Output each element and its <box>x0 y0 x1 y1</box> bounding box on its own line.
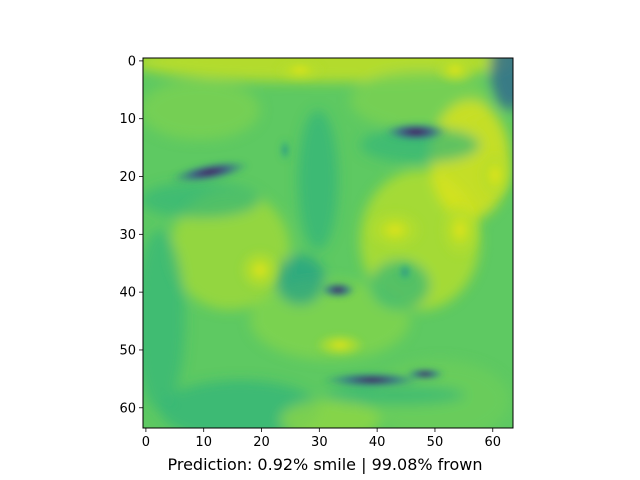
y-tick-label: 10 <box>119 112 136 127</box>
y-tick-label: 40 <box>119 286 136 301</box>
x-tick-label: 0 <box>142 435 150 450</box>
axes-frame <box>142 57 514 429</box>
x-tick-label: 30 <box>311 435 328 450</box>
x-tick-label: 20 <box>253 435 270 450</box>
x-tick-label: 50 <box>427 435 444 450</box>
x-axis: 0 10 20 30 40 50 60 <box>142 428 501 450</box>
y-tick-label: 20 <box>119 170 136 185</box>
x-axis-label: Prediction: 0.92% smile | 99.08% frown <box>167 455 482 474</box>
y-tick-label: 60 <box>119 401 136 416</box>
y-axis: 0 10 20 30 40 50 60 <box>119 54 143 416</box>
y-tick-label: 50 <box>119 343 136 358</box>
y-tick-label: 30 <box>119 228 136 243</box>
y-tick-label: 0 <box>128 54 136 69</box>
x-tick-label: 60 <box>484 435 501 450</box>
heatmap-image <box>143 58 513 428</box>
x-tick-label: 10 <box>195 435 212 450</box>
x-tick-label: 40 <box>369 435 386 450</box>
